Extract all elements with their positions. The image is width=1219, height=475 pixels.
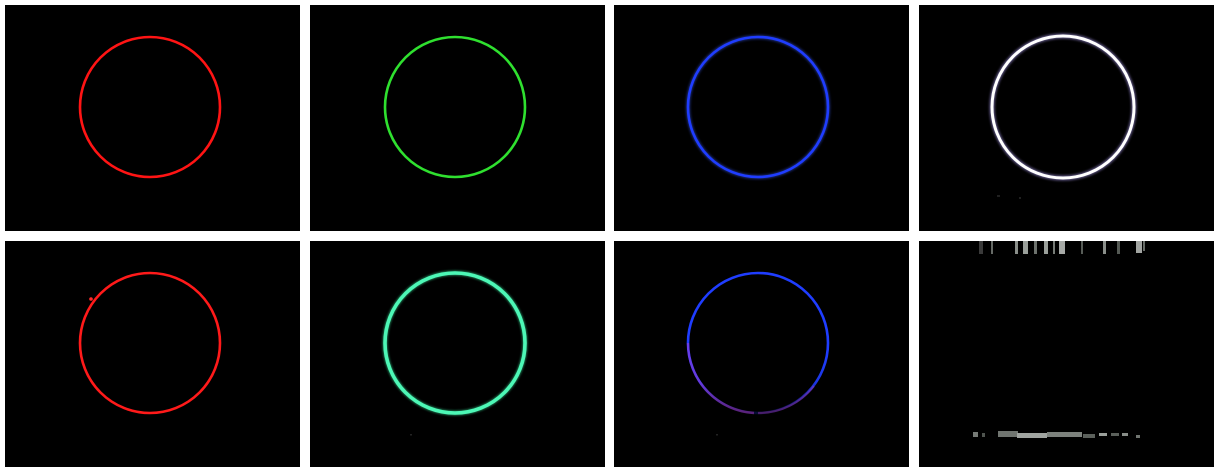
ring-red xyxy=(78,271,222,415)
ring-green xyxy=(383,35,527,179)
panel-white-ring-top xyxy=(919,5,1214,231)
ring-red xyxy=(78,35,222,179)
panel-red-ring-bottom xyxy=(5,241,300,467)
panel-green-ring-top xyxy=(310,5,605,231)
panel-teal-ring-bottom xyxy=(310,241,605,467)
ring-teal xyxy=(382,270,528,436)
ring-blue xyxy=(686,35,830,179)
panel-noise-bottom xyxy=(919,241,1214,467)
panel-blue-ring-top xyxy=(614,5,909,231)
ring-partial xyxy=(686,271,830,436)
panel-red-ring-top xyxy=(5,5,300,231)
noise-artifacts xyxy=(973,241,1145,438)
panel-partial-ring-bottom xyxy=(614,241,909,467)
ring-white xyxy=(989,33,1137,199)
